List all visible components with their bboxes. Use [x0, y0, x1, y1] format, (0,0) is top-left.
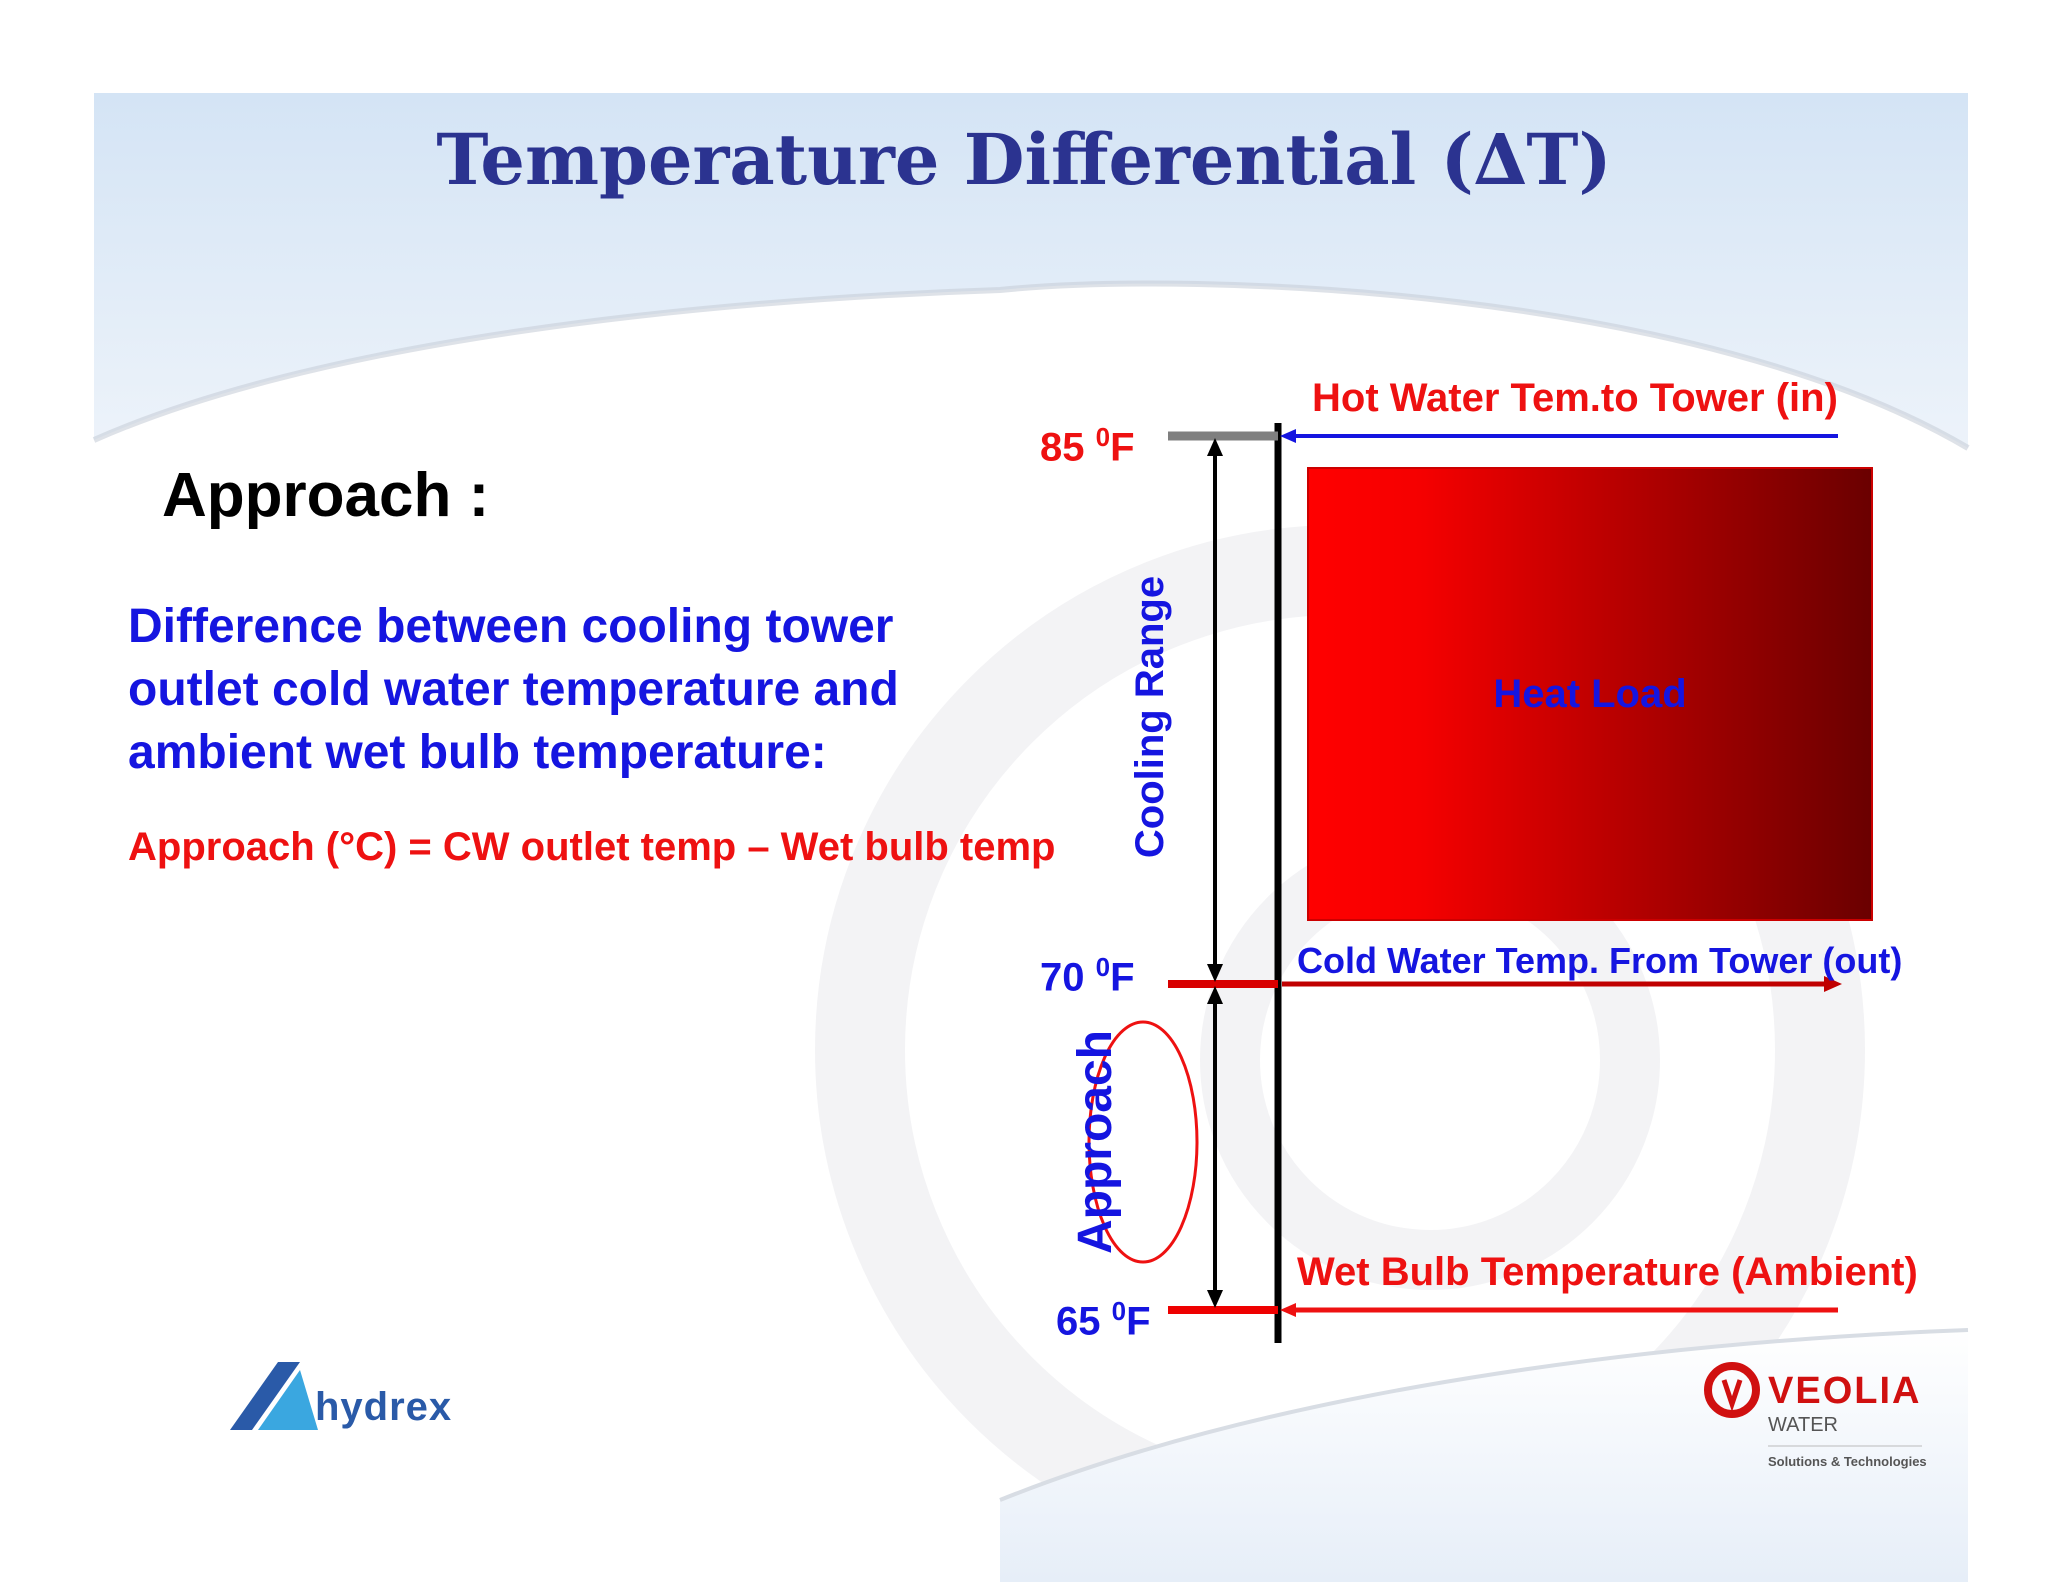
temp-label-85: 85 0F — [1040, 422, 1135, 470]
approach-arrowhead-bottom — [1207, 1290, 1223, 1308]
wet-bulb-arrowhead — [1280, 1303, 1296, 1317]
veolia-logo-tagline: Solutions & Technologies — [1768, 1454, 1927, 1469]
hydrex-logo-mark — [230, 1362, 318, 1430]
approach-formula: Approach (°C) = CW outlet temp – Wet bul… — [128, 825, 1056, 869]
cooling-range-arrowhead-top — [1207, 438, 1223, 456]
temp-label-65: 65 0F — [1056, 1296, 1151, 1344]
wet-bulb-label: Wet Bulb Temperature (Ambient) — [1297, 1250, 1918, 1294]
veolia-logo-text: VEOLIA — [1768, 1370, 1922, 1412]
cooling-range-label: Cooling Range — [1128, 575, 1172, 859]
footer-curve — [999, 1328, 1969, 1502]
approach-vertical-label: Approach — [1069, 1030, 1122, 1255]
temp-label-70: 70 0F — [1040, 952, 1135, 1000]
header-curve-shadow — [92, 280, 1970, 451]
approach-arrowhead-top — [1207, 986, 1223, 1004]
cooling-range-arrowhead-bottom — [1207, 964, 1223, 982]
veolia-logo-mark — [1704, 1362, 1760, 1418]
cold-water-arrowhead — [1824, 976, 1842, 992]
hydrex-logo-text: hydrex — [315, 1385, 453, 1429]
approach-ellipse — [1087, 1020, 1199, 1264]
hot-water-label: Hot Water Tem.to Tower (in) — [1312, 376, 1838, 420]
header-band — [94, 93, 1968, 448]
approach-definition: Difference between cooling tower outlet … — [128, 600, 899, 779]
cold-water-label: Cold Water Temp. From Tower (out) — [1297, 940, 1903, 981]
heat-load-label: Heat Load — [1493, 671, 1687, 716]
slide-title: Temperature Differential (∆T) — [436, 118, 1612, 201]
heat-load-box — [1307, 467, 1873, 921]
veolia-logo-subtext: WATER — [1768, 1414, 1838, 1436]
approach-heading: Approach : — [162, 461, 490, 530]
hot-water-arrowhead — [1280, 429, 1296, 443]
